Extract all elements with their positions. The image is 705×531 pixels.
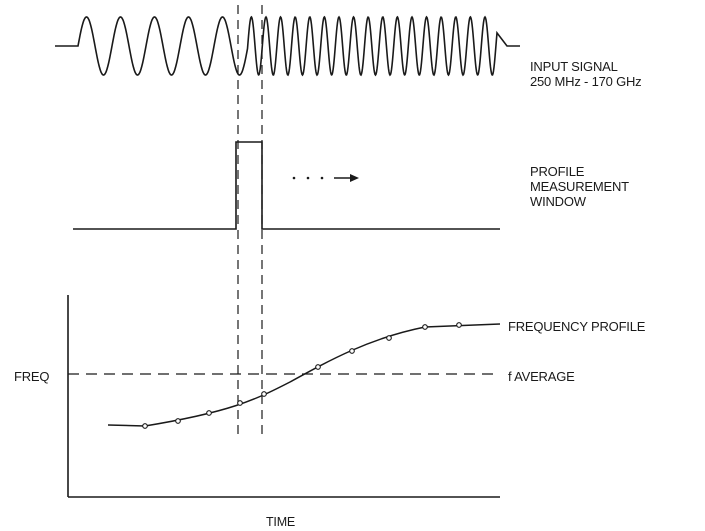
measurement-window-pulse (73, 141, 500, 230)
profile-marker (142, 423, 148, 429)
profile-window-label-line2: MEASUREMENT (530, 179, 629, 194)
y-axis-label: FREQ (14, 369, 49, 384)
x-axis-label: TIME (266, 515, 295, 529)
profile-marker (422, 324, 428, 330)
frequency-profile-curve (107, 323, 501, 427)
profile-marker (349, 348, 355, 354)
profile-marker (237, 400, 243, 406)
input-signal-label-line2: 250 MHz - 170 GHz (530, 74, 641, 89)
profile-marker (386, 335, 392, 341)
frequency-profile-label: FREQUENCY PROFILE (508, 319, 646, 334)
profile-marker (261, 391, 267, 397)
input-signal-waveform (55, 15, 520, 77)
profile-marker (315, 364, 321, 370)
window-motion-arrow (292, 174, 359, 182)
frequency-profile-markers (142, 322, 462, 429)
profile-window-label-line3: WINDOW (530, 194, 587, 209)
profile-marker (175, 418, 181, 424)
profile-marker (456, 322, 462, 328)
profile-window-label-line1: PROFILE (530, 164, 585, 179)
f-average-label: f AVERAGE (508, 369, 575, 384)
input-signal-label-line1: INPUT SIGNAL (530, 59, 618, 74)
profile-marker (206, 410, 212, 416)
